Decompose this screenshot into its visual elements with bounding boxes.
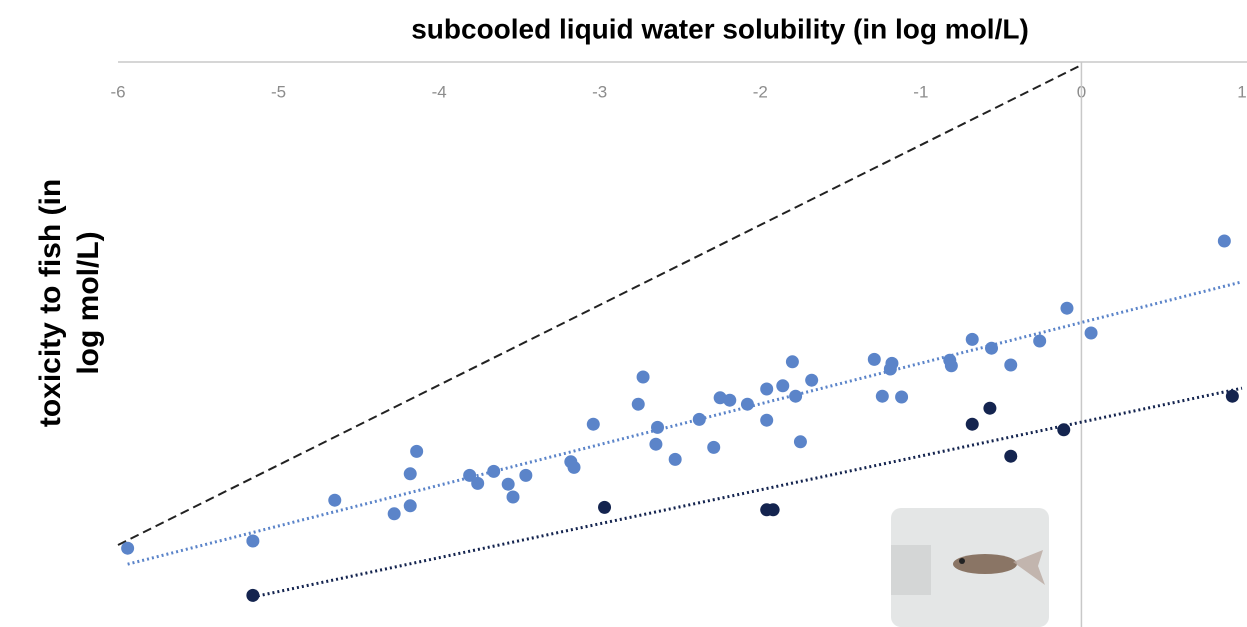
data-point (965, 417, 979, 431)
data-point (766, 503, 780, 517)
data-point (1033, 334, 1047, 348)
data-point (776, 379, 790, 393)
reference-line (117, 64, 1082, 546)
data-point (965, 332, 979, 346)
data-point (895, 390, 909, 404)
x-tick-label: -1 (913, 82, 928, 101)
trend-line (127, 280, 1243, 566)
data-point (403, 499, 417, 513)
trend-line (252, 386, 1243, 599)
x-tick-label: 1 (1237, 82, 1246, 101)
x-tick-label: -4 (432, 82, 447, 101)
data-point (519, 468, 533, 482)
data-point (1057, 423, 1071, 437)
fish-photo (891, 508, 1049, 627)
data-point (983, 401, 997, 415)
data-point (1225, 389, 1239, 403)
data-point (636, 370, 650, 384)
data-point (692, 412, 706, 426)
data-point (793, 435, 807, 449)
data-point (1217, 234, 1231, 248)
data-point (1060, 301, 1074, 315)
data-point (760, 382, 774, 396)
data-point (463, 468, 477, 482)
data-point (403, 467, 417, 481)
data-point (567, 460, 581, 474)
data-point (1004, 358, 1018, 372)
data-point (789, 389, 803, 403)
x-tick-label: -2 (753, 82, 768, 101)
data-point (1084, 326, 1098, 340)
data-point (875, 389, 889, 403)
data-point (985, 341, 999, 355)
chart-title: subcooled liquid water solubility (in lo… (411, 13, 1029, 44)
data-point (246, 534, 260, 548)
y-axis-label: toxicity to fish (in log mol/L) (34, 178, 105, 428)
data-point (501, 477, 515, 491)
data-point (707, 440, 721, 454)
data-point (885, 356, 899, 370)
data-point (651, 420, 665, 434)
data-point (668, 452, 682, 466)
x-tick-label: -6 (110, 82, 125, 101)
x-tick-label: -3 (592, 82, 607, 101)
data-point (760, 413, 774, 427)
data-point (740, 397, 754, 411)
data-point (805, 373, 819, 387)
data-point (387, 507, 401, 521)
data-point (121, 541, 135, 555)
data-point (1004, 449, 1018, 463)
data-point (723, 393, 737, 407)
data-point (598, 500, 612, 514)
data-point (785, 355, 799, 369)
data-point (328, 493, 342, 507)
data-point (506, 490, 520, 504)
data-point (586, 417, 600, 431)
data-point (867, 352, 881, 366)
data-point (471, 476, 485, 490)
data-point (631, 397, 645, 411)
x-tick-label: -5 (271, 82, 286, 101)
data-point (649, 437, 663, 451)
data-point (410, 444, 424, 458)
data-point (944, 359, 958, 373)
data-point (487, 464, 501, 478)
data-point (246, 588, 260, 602)
